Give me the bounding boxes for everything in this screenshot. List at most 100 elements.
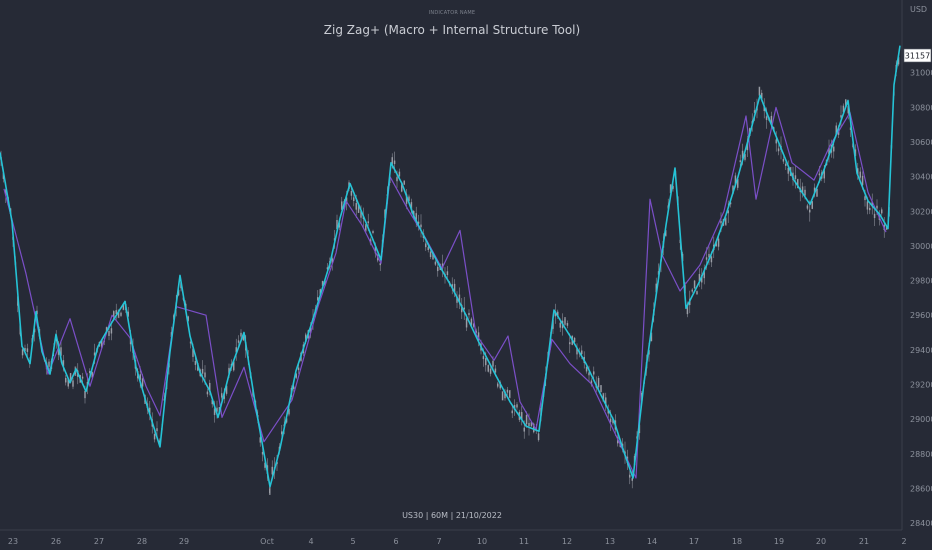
candle-body: [221, 393, 223, 398]
candle-body: [242, 335, 245, 341]
candle-body: [101, 340, 103, 348]
price-tick-label: 28600: [910, 484, 932, 493]
candle-body: [446, 271, 449, 275]
candle-body: [341, 201, 343, 210]
candle-body: [665, 230, 667, 237]
candle-body: [739, 160, 741, 163]
candle-body: [710, 256, 713, 263]
indicator-caption: INDICATOR NAME: [429, 10, 476, 16]
candle-body: [26, 348, 29, 352]
time-tick-label: 29: [179, 537, 189, 546]
candle-body: [607, 410, 609, 414]
candle-body: [240, 332, 242, 337]
candle-body: [89, 371, 91, 374]
candle-body: [823, 169, 825, 179]
candle-body: [686, 304, 689, 315]
candle-body: [353, 197, 355, 201]
candle-body: [885, 226, 888, 230]
candle-body: [881, 209, 883, 214]
candle-body: [48, 361, 50, 367]
candle-body: [482, 356, 485, 360]
candle-body: [391, 157, 393, 165]
price-tick-label: 30800: [910, 103, 932, 112]
time-axis[interactable]: 23 26 27 28 29 Oct 4 5 6 7 10 11 12 13 14 17 18 19 20 21 2: [8, 537, 907, 546]
candle-body: [458, 294, 461, 302]
candle-body: [110, 328, 113, 334]
candle-body: [590, 380, 593, 385]
candle-body: [139, 374, 141, 381]
candle-body: [585, 366, 588, 372]
candle-body: [708, 253, 710, 258]
candle-body: [813, 187, 816, 194]
time-tick-label: 13: [605, 537, 615, 546]
candle-body: [470, 318, 473, 326]
candle-body: [295, 373, 297, 378]
price-axis[interactable]: 28400 28600 28800 29000 29200 29400 29600 29800…: [910, 69, 932, 528]
candle-body: [672, 185, 674, 189]
candle-body: [737, 179, 739, 188]
macro-zigzag-line: [0, 45, 901, 488]
candle-body: [69, 373, 72, 383]
candle-body: [67, 379, 69, 387]
candle-body: [485, 358, 487, 366]
candle-body: [897, 57, 900, 65]
candle-body: [331, 258, 333, 264]
time-tick-label: 7: [436, 537, 441, 546]
candle-body: [113, 311, 115, 321]
candle-body: [600, 385, 602, 393]
candle-body: [506, 389, 509, 393]
candle-body: [259, 437, 261, 443]
candle-body: [204, 372, 206, 378]
candle-body: [629, 474, 631, 478]
candle-body: [105, 327, 108, 333]
candle-body: [379, 263, 381, 266]
candle-body: [765, 116, 768, 120]
last-price-badge: [903, 48, 932, 63]
candle-body: [408, 196, 410, 201]
candle-body: [655, 283, 657, 293]
time-tick-label: 12: [562, 537, 572, 546]
candle-body: [72, 380, 74, 387]
candle-body: [401, 182, 403, 192]
candle-body: [398, 171, 401, 177]
candle-body: [115, 310, 117, 314]
price-tick-label: 29000: [910, 415, 932, 424]
candle-body: [297, 367, 300, 371]
internal-zigzag-line: [3, 106, 887, 479]
candle-body: [141, 378, 144, 387]
candle-body: [187, 316, 189, 322]
candle-body: [477, 332, 480, 341]
price-tick-label: 28800: [910, 450, 932, 459]
candle-body: [530, 422, 533, 427]
candle-body: [345, 197, 348, 204]
candle-body: [24, 347, 26, 352]
candle-body: [158, 440, 161, 444]
candle-body: [811, 201, 813, 209]
candle-body: [427, 247, 429, 251]
candle-body: [153, 434, 156, 440]
candle-body: [775, 139, 777, 144]
candle-body: [758, 86, 761, 96]
price-tick-label: 30600: [910, 138, 932, 147]
candle-body: [492, 360, 494, 367]
candle-body: [857, 168, 859, 175]
price-tick-label: 28400: [910, 519, 932, 528]
candle-body: [593, 371, 595, 375]
candle-body: [93, 352, 96, 356]
candle-body: [828, 147, 830, 155]
candle-body: [405, 194, 408, 204]
candle-body: [429, 251, 432, 258]
candle-body: [367, 221, 369, 224]
candle-body: [235, 347, 237, 353]
candle-body: [350, 191, 353, 196]
candle-body: [211, 399, 213, 405]
candle-body: [537, 433, 540, 441]
candle-body: [65, 377, 67, 383]
candle-body: [701, 274, 703, 283]
candle-body: [533, 423, 535, 433]
candle-body: [357, 203, 360, 213]
candle-body: [849, 127, 852, 131]
candle-body: [569, 342, 571, 345]
candle-body: [432, 252, 434, 260]
